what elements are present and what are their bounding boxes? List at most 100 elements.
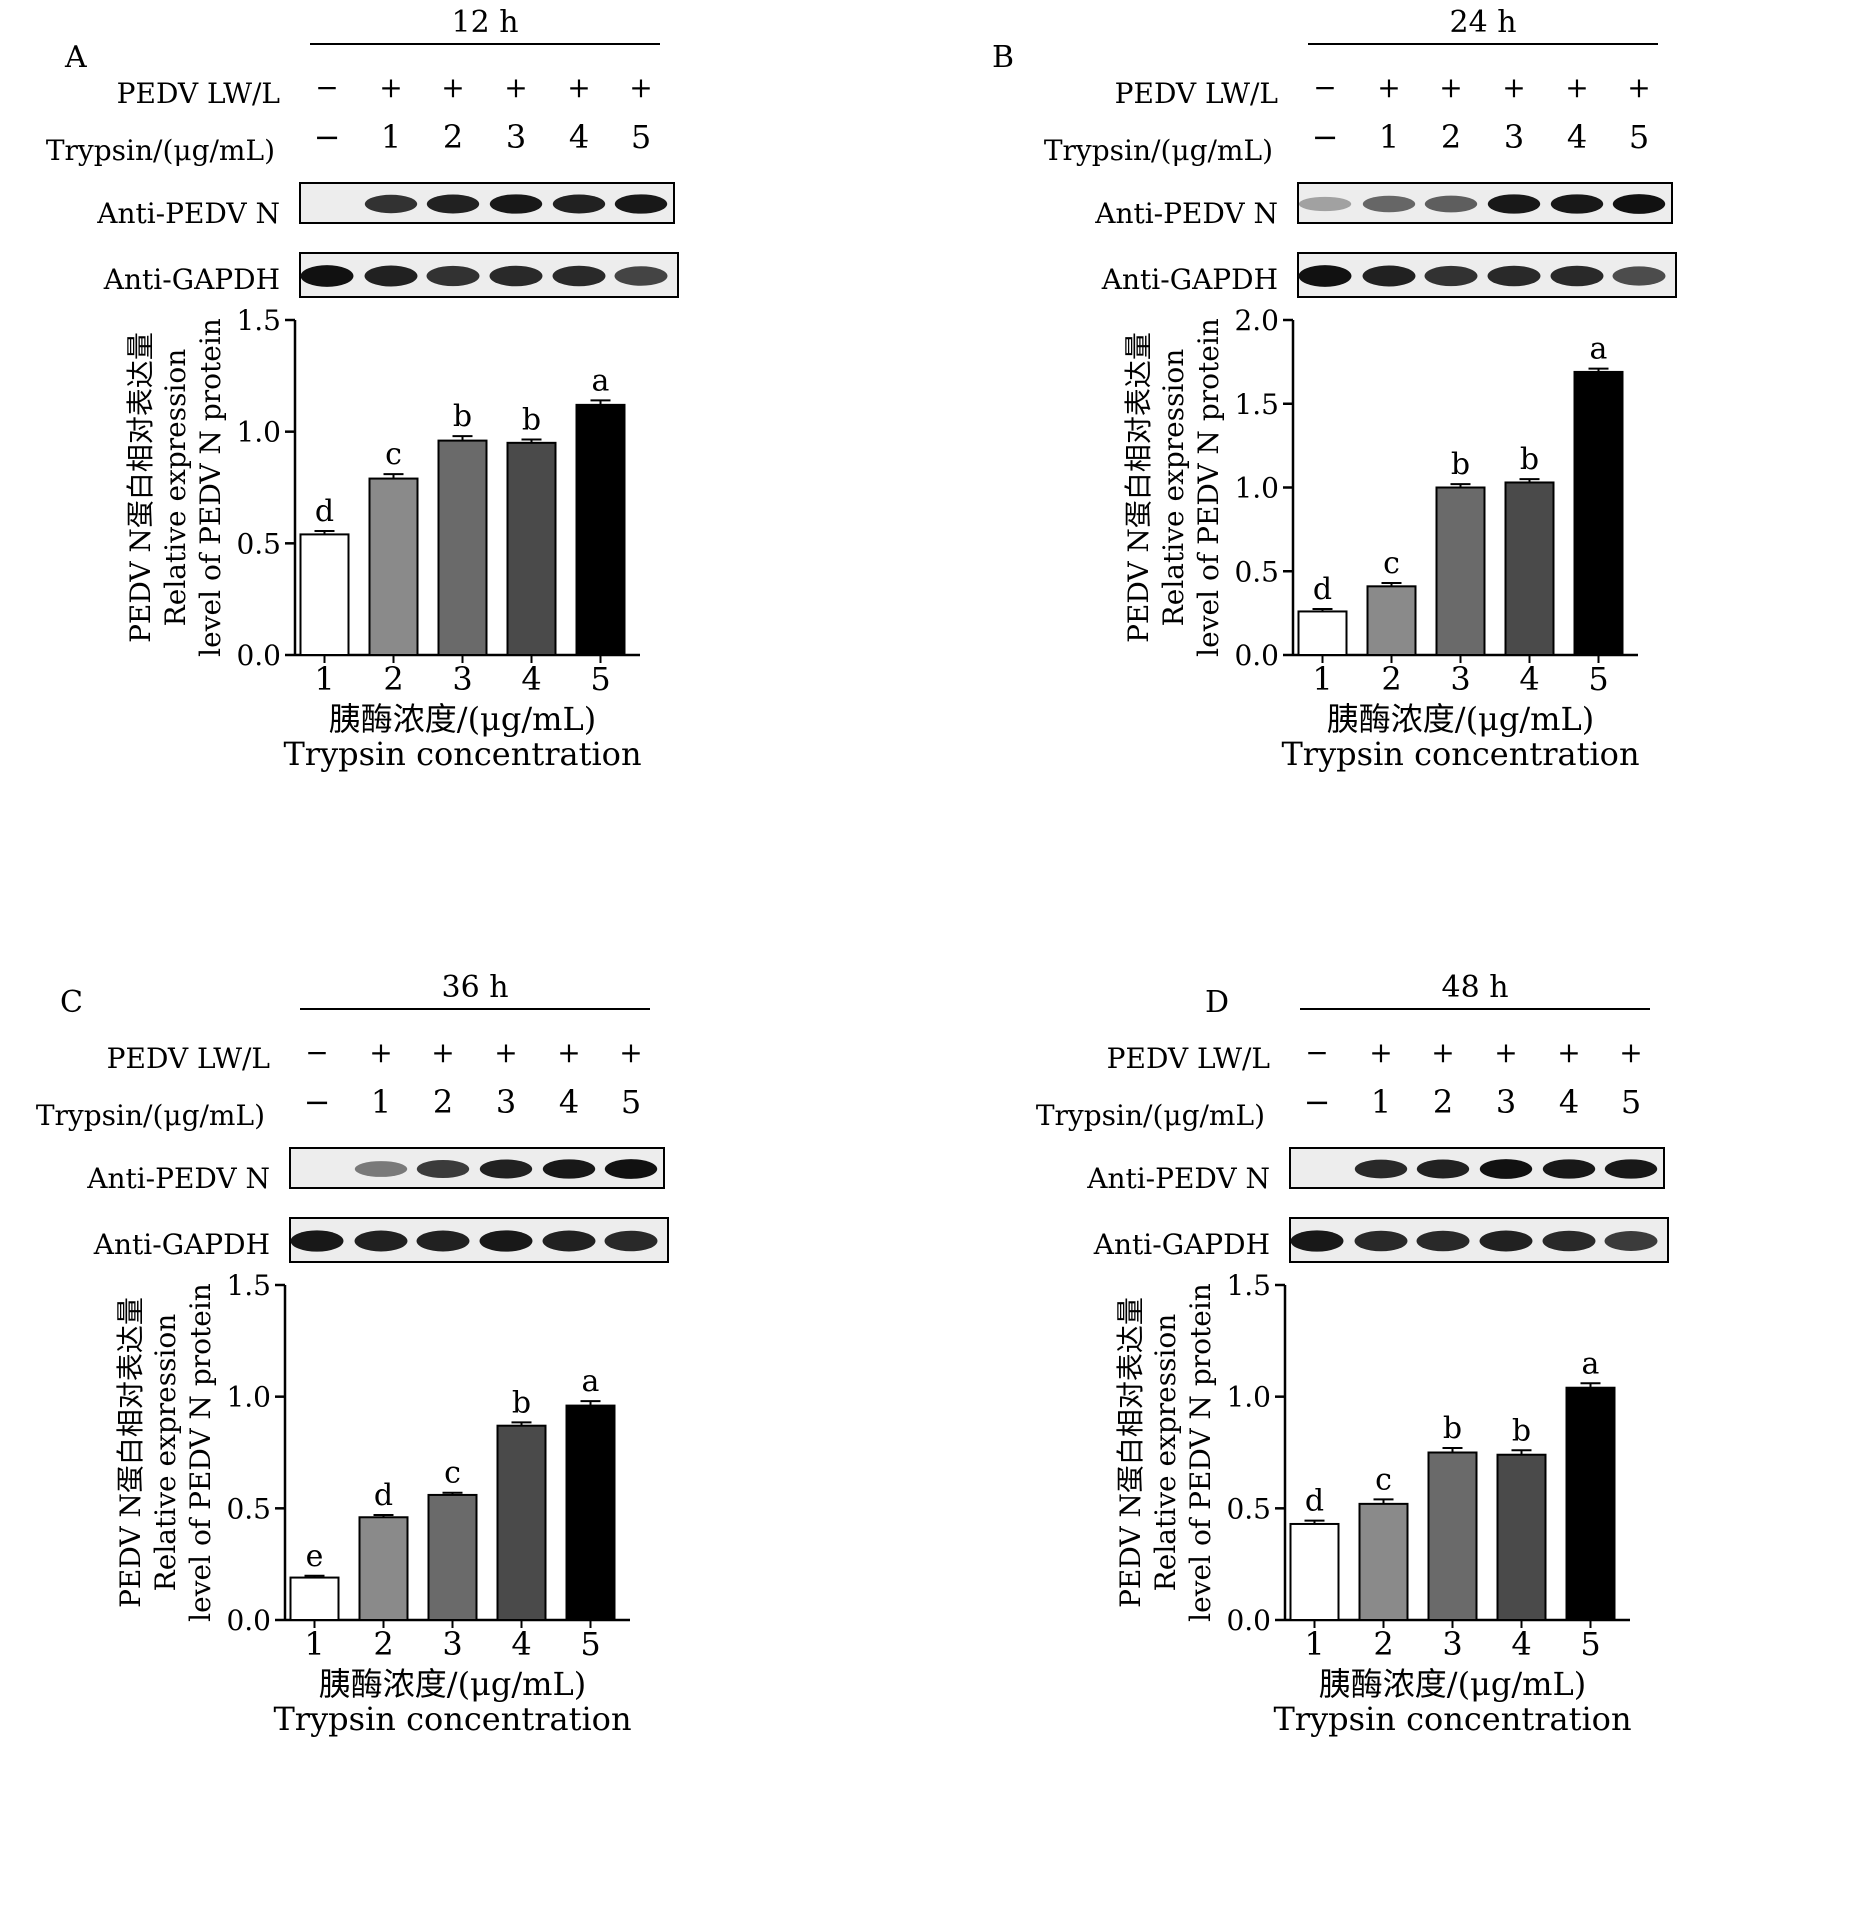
virus-sign: − xyxy=(305,1036,328,1069)
timepoint-label: 48 h xyxy=(1441,970,1508,1005)
control-blot-band xyxy=(426,265,480,287)
significance-letter: b xyxy=(1520,442,1539,477)
virus-row-label: PEDV LW/L xyxy=(117,77,280,110)
virus-sign: + xyxy=(1502,71,1525,104)
virus-sign: − xyxy=(1313,71,1336,104)
significance-letter: c xyxy=(444,1456,461,1491)
significance-letter: c xyxy=(1375,1462,1392,1497)
target-blot-band xyxy=(1354,1159,1408,1179)
control-blot-band xyxy=(416,1230,470,1252)
panel-c-figure: 36 h PEDV LW/L Trypsin/(μg/mL) Anti-PEDV N A… xyxy=(36,970,669,1738)
x-tick-label: 4 xyxy=(521,660,541,698)
significance-letter: a xyxy=(582,1364,600,1399)
target-blot-box xyxy=(299,182,675,224)
virus-sign: + xyxy=(494,1036,517,1069)
x-axis-title-en: Trypsin concentration xyxy=(1281,735,1639,773)
trypsin-dose: 4 xyxy=(1559,1083,1579,1121)
virus-sign: − xyxy=(1305,1036,1328,1069)
trypsin-dose: − xyxy=(314,118,341,156)
trypsin-row-label: Trypsin/(μg/mL) xyxy=(36,1099,265,1132)
virus-sign: − xyxy=(315,71,338,104)
panel-letter: A xyxy=(65,40,87,75)
target-blot-band xyxy=(479,1159,533,1179)
virus-sign: + xyxy=(1557,1036,1580,1069)
target-blot-band xyxy=(1487,194,1541,214)
virus-sign: + xyxy=(1377,71,1400,104)
bar xyxy=(565,1404,616,1621)
trypsin-dose: 2 xyxy=(1441,118,1461,156)
bar xyxy=(427,1493,478,1622)
significance-letter: e xyxy=(306,1539,324,1574)
virus-sign: + xyxy=(1627,71,1650,104)
significance-letter: b xyxy=(1451,447,1470,482)
trypsin-dose: − xyxy=(304,1083,331,1121)
virus-sign: + xyxy=(629,71,652,104)
control-blot-band xyxy=(479,1230,533,1252)
target-row-label: Anti-PEDV N xyxy=(1086,1162,1270,1195)
bar xyxy=(299,533,350,657)
bar xyxy=(1565,1386,1616,1621)
trypsin-dose: 4 xyxy=(559,1083,579,1121)
control-blot-band xyxy=(614,266,668,286)
y-axis-title-en: level of PEDV N protein xyxy=(1184,1283,1217,1622)
virus-sign: + xyxy=(504,71,527,104)
significance-letter: d xyxy=(374,1478,393,1513)
x-axis-title-cn: 胰酶浓度/(μg/mL) xyxy=(1319,1665,1586,1703)
y-tick-label: 1.5 xyxy=(226,1269,271,1302)
trypsin-dose: 3 xyxy=(506,118,526,156)
control-blot-band xyxy=(604,1230,658,1252)
control-blot-band xyxy=(1290,1230,1344,1252)
bar xyxy=(289,1576,340,1621)
significance-letter: b xyxy=(1512,1413,1531,1448)
significance-letter: b xyxy=(522,402,541,437)
control-row-label: Anti-GAPDH xyxy=(93,1228,270,1261)
bar xyxy=(368,477,419,657)
trypsin-dose: 5 xyxy=(1621,1083,1641,1121)
panel-letter: D xyxy=(1205,985,1230,1020)
control-blot-band xyxy=(1354,1230,1408,1252)
x-tick-label: 3 xyxy=(452,660,472,698)
target-blot-box xyxy=(1289,1147,1665,1189)
x-tick-label: 1 xyxy=(304,1625,324,1663)
x-tick-label: 2 xyxy=(1381,660,1401,698)
panel-c: 36 h PEDV LW/L Trypsin/(μg/mL) Anti-PEDV N A… xyxy=(0,965,900,1915)
x-tick-label: 4 xyxy=(511,1625,531,1663)
x-tick-label: 4 xyxy=(1519,660,1539,698)
y-tick-label: 0.5 xyxy=(1234,555,1279,588)
panel-b: 24 h PEDV LW/L Trypsin/(μg/mL) Anti-PEDV N A… xyxy=(992,0,1867,950)
bar xyxy=(506,441,557,657)
x-axis-title-cn: 胰酶浓度/(μg/mL) xyxy=(329,700,596,738)
control-blot-band xyxy=(300,265,354,287)
x-tick-label: 2 xyxy=(383,660,403,698)
virus-row-label: PEDV LW/L xyxy=(107,1042,270,1075)
y-tick-label: 1.0 xyxy=(1234,472,1279,505)
target-blot-band xyxy=(364,194,418,214)
target-blot-band xyxy=(1416,1159,1470,1179)
control-blot-band xyxy=(1612,266,1666,286)
significance-letter: a xyxy=(1590,332,1608,367)
y-axis-title-en: Relative expression xyxy=(149,1314,182,1592)
control-blot-band xyxy=(1542,1230,1596,1252)
target-blot-band xyxy=(552,194,606,214)
x-tick-label: 1 xyxy=(1304,1625,1324,1663)
panel-b-figure: 24 h PEDV LW/L Trypsin/(μg/mL) Anti-PEDV N A… xyxy=(1044,5,1677,773)
timepoint-label: 36 h xyxy=(441,970,508,1005)
target-row-label: Anti-PEDV N xyxy=(96,197,280,230)
trypsin-dose: 5 xyxy=(1629,118,1649,156)
target-blot-band xyxy=(354,1161,408,1177)
significance-letter: a xyxy=(592,363,610,398)
control-blot-band xyxy=(364,265,418,287)
y-axis-title-en: level of PEDV N protein xyxy=(184,1283,217,1622)
y-tick-label: 1.5 xyxy=(1226,1269,1271,1302)
virus-sign: + xyxy=(1565,71,1588,104)
timepoint-label: 24 h xyxy=(1449,5,1516,40)
virus-sign: + xyxy=(379,71,402,104)
trypsin-dose: 5 xyxy=(631,118,651,156)
panel-a-figure: 12 h PEDV LW/L Trypsin/(μg/mL) Anti-PEDV N A… xyxy=(46,5,679,773)
bar xyxy=(1496,1453,1547,1621)
trypsin-dose: 2 xyxy=(1433,1083,1453,1121)
target-blot-band xyxy=(1362,195,1416,213)
y-axis-title-en: level of PEDV N protein xyxy=(194,318,227,657)
target-blot-band xyxy=(1542,1159,1596,1179)
trypsin-dose: 1 xyxy=(371,1083,391,1121)
